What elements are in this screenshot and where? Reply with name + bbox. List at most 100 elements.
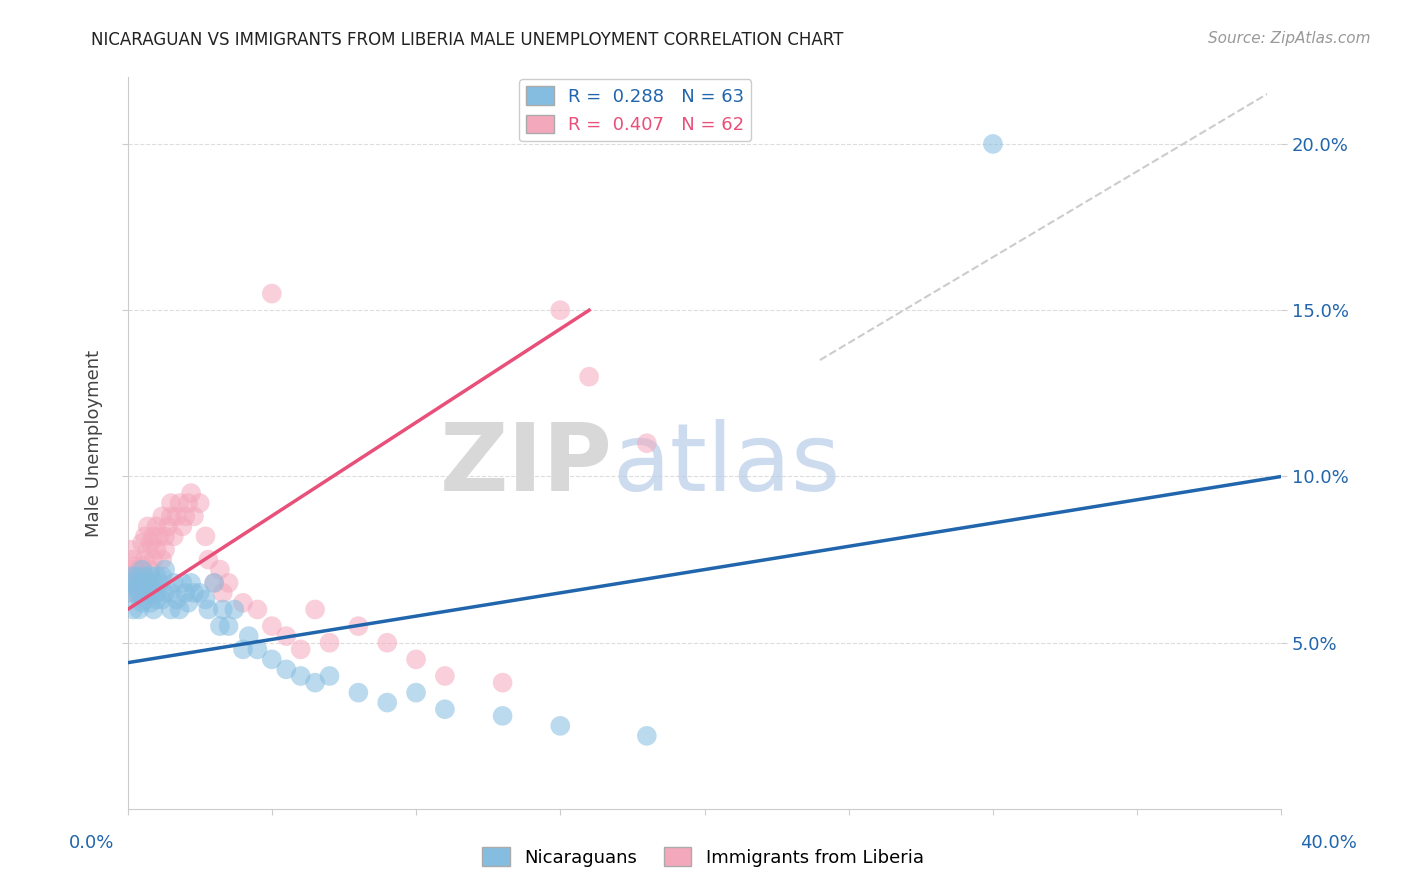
- Point: [318, 636, 340, 650]
- Point: [172, 519, 194, 533]
- Point: [128, 586, 150, 600]
- Point: [125, 586, 148, 600]
- Point: [197, 552, 219, 566]
- Point: [276, 662, 298, 676]
- Point: [163, 575, 186, 590]
- Point: [122, 569, 145, 583]
- Point: [174, 509, 197, 524]
- Point: [120, 542, 142, 557]
- Point: [177, 496, 200, 510]
- Text: 0.0%: 0.0%: [69, 834, 114, 852]
- Point: [375, 696, 398, 710]
- Point: [174, 586, 197, 600]
- Point: [160, 496, 183, 510]
- Point: [120, 569, 142, 583]
- Point: [142, 602, 165, 616]
- Point: [218, 619, 240, 633]
- Point: [981, 136, 1004, 151]
- Point: [491, 709, 513, 723]
- Point: [548, 719, 571, 733]
- Point: [290, 669, 312, 683]
- Point: [260, 652, 283, 666]
- Point: [136, 542, 159, 557]
- Point: [153, 529, 176, 543]
- Point: [128, 586, 150, 600]
- Text: NICARAGUAN VS IMMIGRANTS FROM LIBERIA MALE UNEMPLOYMENT CORRELATION CHART: NICARAGUAN VS IMMIGRANTS FROM LIBERIA MA…: [91, 31, 844, 49]
- Point: [150, 552, 173, 566]
- Point: [145, 592, 167, 607]
- Point: [232, 642, 254, 657]
- Point: [202, 575, 225, 590]
- Point: [211, 586, 233, 600]
- Point: [405, 685, 427, 699]
- Point: [128, 602, 150, 616]
- Point: [238, 629, 260, 643]
- Point: [636, 729, 658, 743]
- Point: [145, 586, 167, 600]
- Point: [276, 629, 298, 643]
- Point: [347, 619, 370, 633]
- Point: [180, 486, 202, 500]
- Point: [169, 496, 191, 510]
- Point: [177, 596, 200, 610]
- Legend: R =  0.288   N = 63, R =  0.407   N = 62: R = 0.288 N = 63, R = 0.407 N = 62: [519, 79, 751, 141]
- Point: [134, 529, 156, 543]
- Point: [125, 569, 148, 583]
- Point: [433, 702, 456, 716]
- Text: atlas: atlas: [612, 419, 841, 511]
- Point: [128, 563, 150, 577]
- Point: [188, 586, 211, 600]
- Point: [142, 552, 165, 566]
- Point: [260, 286, 283, 301]
- Point: [260, 619, 283, 633]
- Point: [156, 519, 179, 533]
- Point: [139, 596, 162, 610]
- Point: [246, 642, 269, 657]
- Point: [197, 602, 219, 616]
- Point: [183, 509, 205, 524]
- Point: [290, 642, 312, 657]
- Point: [405, 652, 427, 666]
- Point: [148, 575, 170, 590]
- Point: [304, 602, 326, 616]
- Point: [150, 509, 173, 524]
- Point: [120, 575, 142, 590]
- Point: [153, 542, 176, 557]
- Point: [318, 669, 340, 683]
- Point: [208, 563, 231, 577]
- Point: [136, 575, 159, 590]
- Point: [134, 569, 156, 583]
- Y-axis label: Male Unemployment: Male Unemployment: [86, 350, 103, 537]
- Point: [131, 563, 153, 577]
- Point: [131, 596, 153, 610]
- Point: [160, 602, 183, 616]
- Point: [150, 592, 173, 607]
- Point: [153, 586, 176, 600]
- Legend: Nicaraguans, Immigrants from Liberia: Nicaraguans, Immigrants from Liberia: [475, 840, 931, 874]
- Point: [136, 586, 159, 600]
- Point: [125, 559, 148, 574]
- Point: [145, 542, 167, 557]
- Point: [166, 509, 188, 524]
- Point: [180, 575, 202, 590]
- Point: [139, 536, 162, 550]
- Point: [211, 602, 233, 616]
- Point: [194, 592, 217, 607]
- Point: [150, 569, 173, 583]
- Point: [142, 529, 165, 543]
- Point: [125, 575, 148, 590]
- Point: [136, 519, 159, 533]
- Point: [139, 563, 162, 577]
- Point: [122, 602, 145, 616]
- Point: [163, 529, 186, 543]
- Point: [636, 436, 658, 450]
- Point: [145, 569, 167, 583]
- Point: [134, 552, 156, 566]
- Point: [166, 592, 188, 607]
- Point: [131, 575, 153, 590]
- Point: [224, 602, 246, 616]
- Point: [134, 592, 156, 607]
- Point: [153, 563, 176, 577]
- Point: [194, 529, 217, 543]
- Point: [347, 685, 370, 699]
